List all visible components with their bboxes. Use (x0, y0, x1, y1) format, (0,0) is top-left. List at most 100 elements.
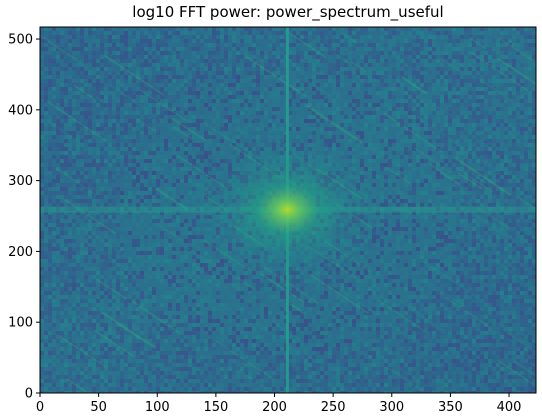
heatmap-cell (324, 47, 328, 51)
heatmap-cell (392, 163, 396, 167)
heatmap-cell (196, 47, 200, 51)
heatmap-cell (428, 163, 432, 167)
heatmap-cell (100, 179, 104, 183)
heatmap-cell (476, 103, 480, 107)
heatmap-cell (184, 119, 188, 123)
heatmap-cell (148, 175, 152, 179)
heatmap-cell (200, 167, 204, 171)
heatmap-cell (240, 103, 244, 107)
heatmap-cell (480, 55, 484, 59)
heatmap-cell (352, 87, 356, 91)
heatmap-cell (440, 103, 444, 107)
heatmap-cell (136, 63, 140, 67)
heatmap-cell (80, 63, 84, 67)
heatmap-cell (436, 135, 440, 139)
heatmap-cell (480, 47, 484, 51)
heatmap-cell (436, 67, 440, 71)
heatmap-cell (144, 143, 148, 147)
heatmap-cell (228, 83, 232, 87)
heatmap-cell (64, 87, 68, 91)
heatmap-cell (224, 111, 228, 115)
heatmap-cell (128, 139, 132, 143)
heatmap-cell (212, 131, 216, 135)
heatmap-cell (200, 159, 204, 163)
heatmap-cell (84, 63, 88, 67)
heatmap-cell (180, 83, 184, 87)
heatmap-cell (484, 107, 488, 111)
heatmap-cell (472, 55, 476, 59)
heatmap-cell (372, 115, 376, 119)
heatmap-cell (372, 75, 376, 79)
heatmap-cell (96, 111, 100, 115)
heatmap-cell (224, 55, 228, 59)
heatmap-cell (112, 115, 116, 119)
heatmap-cell (420, 103, 424, 107)
heatmap-cell (64, 135, 68, 139)
heatmap-cell (92, 179, 96, 183)
heatmap-cell (244, 139, 248, 143)
heatmap-cell (436, 131, 440, 135)
heatmap-cell (84, 123, 88, 127)
heatmap-cell (92, 75, 96, 79)
heatmap-cell (240, 63, 244, 67)
heatmap-cell (512, 27, 516, 31)
heatmap-cell (280, 111, 284, 115)
heatmap-cell (512, 155, 516, 159)
heatmap-cell (64, 75, 68, 79)
heatmap-cell (80, 143, 84, 147)
heatmap-cell (168, 35, 172, 39)
heatmap-cell (412, 111, 416, 115)
heatmap-cell (448, 151, 452, 155)
heatmap-cell (72, 75, 76, 79)
heatmap-cell (372, 155, 376, 159)
heatmap-cell (72, 127, 76, 131)
heatmap-cell (340, 83, 344, 87)
heatmap-cell (244, 43, 248, 47)
heatmap-cell (468, 79, 472, 83)
heatmap-cell (500, 139, 504, 143)
heatmap-cell (332, 63, 336, 67)
heatmap-cell (172, 31, 176, 35)
heatmap-cell (316, 103, 320, 107)
heatmap-cell (136, 75, 140, 79)
heatmap-cell (436, 83, 440, 87)
heatmap-cell (240, 39, 244, 43)
heatmap-cell (40, 139, 44, 143)
heatmap-cell (164, 91, 168, 95)
heatmap-cell (188, 83, 192, 87)
heatmap-cell (140, 123, 144, 127)
heatmap-cell (76, 107, 80, 111)
heatmap-cell (148, 111, 152, 115)
heatmap-cell (340, 43, 344, 47)
heatmap-cell (504, 71, 508, 75)
heatmap-cell (444, 175, 448, 179)
heatmap-cell (348, 75, 352, 79)
heatmap-cell (324, 91, 328, 95)
heatmap-cell (504, 83, 508, 87)
heatmap-cell (492, 179, 496, 183)
heatmap-cell (312, 67, 316, 71)
heatmap-cell (256, 47, 260, 51)
heatmap-cell (500, 67, 504, 71)
heatmap-cell (336, 127, 340, 131)
heatmap-cell (88, 119, 92, 123)
heatmap-cell (432, 163, 436, 167)
heatmap-cell (112, 31, 116, 35)
heatmap-cell (408, 127, 412, 131)
heatmap-cell (376, 139, 380, 143)
heatmap-cell (52, 131, 56, 135)
heatmap-cell (492, 31, 496, 35)
heatmap-cell (120, 151, 124, 155)
heatmap-cell (48, 103, 52, 107)
heatmap-cell (532, 127, 536, 131)
heatmap-cell (400, 175, 404, 179)
heatmap-cell (112, 127, 116, 131)
heatmap-cell (136, 175, 140, 179)
heatmap-cell (228, 123, 232, 127)
heatmap-cell (80, 51, 84, 55)
heatmap-cell (384, 51, 388, 55)
heatmap-cell (476, 135, 480, 139)
heatmap-cell (320, 67, 324, 71)
heatmap-cell (504, 127, 508, 131)
heatmap-cell (416, 147, 420, 151)
